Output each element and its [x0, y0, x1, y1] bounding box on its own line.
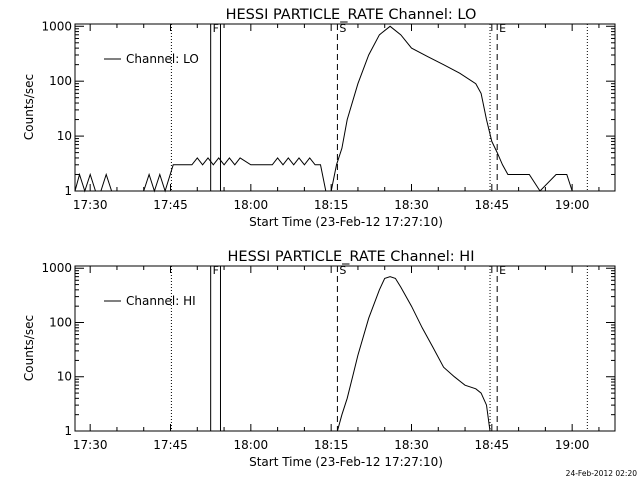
x-axis-label: Start Time (23-Feb-12 17:27:10) [249, 215, 443, 229]
chart-title: HESSI PARTICLE_RATE Channel: LO [226, 7, 477, 23]
x-tick-label: 17:30 [73, 198, 108, 212]
x-tick-label: 18:15 [314, 198, 349, 212]
time-marker-label: S [339, 22, 346, 35]
y-axis-label: Counts/sec [22, 315, 36, 381]
x-tick-label: 18:30 [394, 198, 429, 212]
y-tick-label: 1000 [41, 19, 72, 33]
x-tick-label: 17:45 [153, 438, 188, 452]
y-tick-label: 1000 [41, 261, 72, 275]
time-marker-label: S [339, 264, 346, 277]
plot-area: 17:30 17:45 18:00 18:15 18:30 18:45 19:00 1 10 10… [41, 261, 616, 452]
series-line [336, 276, 491, 432]
x-tick-label: 18:00 [234, 438, 269, 452]
x-tick-label: 19:00 [555, 198, 590, 212]
x-tick-label: 17:30 [73, 438, 108, 452]
x-tick-label: 18:15 [314, 438, 349, 452]
y-tick-label: 100 [49, 315, 72, 329]
plot-frame [74, 23, 616, 192]
time-marker-label: F [213, 22, 219, 35]
x-tick-label: 19:00 [555, 438, 590, 452]
plot-area: 17:30 17:45 18:00 18:15 18:30 18:45 19:00 1 10 10… [41, 19, 616, 212]
plot-frame [74, 265, 616, 432]
x-axis-label: Start Time (23-Feb-12 17:27:10) [249, 455, 443, 469]
chart-panel-hi: HESSI PARTICLE_RATE Channel: HI Start Ti… [22, 249, 616, 469]
chart-panel-lo: HESSI PARTICLE_RATE Channel: LO Start Ti… [22, 7, 616, 229]
x-tick-label: 18:30 [394, 438, 429, 452]
y-tick-label: 1 [64, 184, 72, 198]
legend-label: Channel: LO [126, 52, 199, 66]
time-marker-label: E [499, 22, 506, 35]
chart-title: HESSI PARTICLE_RATE Channel: HI [228, 249, 475, 265]
time-marker-label: F [213, 264, 219, 277]
x-tick-label: 18:45 [475, 438, 510, 452]
y-tick-label: 10 [57, 129, 72, 143]
series-line [74, 25, 610, 193]
x-tick-label: 18:00 [234, 198, 269, 212]
y-tick-label: 1 [64, 424, 72, 438]
footer-timestamp: 24-Feb-2012 02:20 [566, 469, 638, 478]
x-tick-label: 17:45 [153, 198, 188, 212]
x-tick-label: 18:45 [475, 198, 510, 212]
legend-label: Channel: HI [126, 294, 196, 308]
y-tick-label: 10 [57, 370, 72, 384]
y-axis-label: Counts/sec [22, 74, 36, 140]
y-tick-label: 100 [49, 74, 72, 88]
time-marker-label: E [499, 264, 506, 277]
